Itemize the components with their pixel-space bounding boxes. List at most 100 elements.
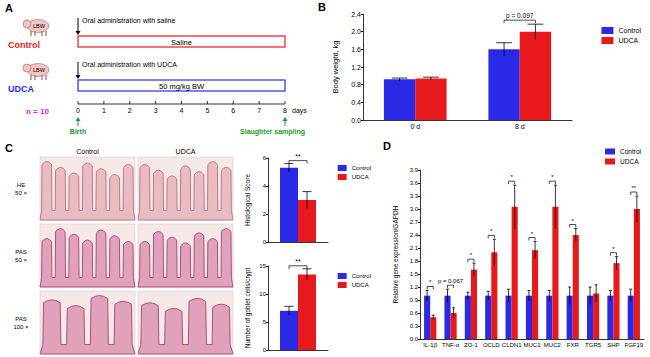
svg-text:1.2: 1.2 [351,64,361,71]
svg-text:3: 3 [154,107,158,114]
svg-text:SHP: SHP [607,342,619,348]
svg-text:HE: HE [17,182,25,188]
svg-text:**: ** [295,258,301,265]
svg-text:2.7: 2.7 [410,219,419,225]
svg-text:0: 0 [263,239,267,245]
svg-text:2: 2 [128,107,132,114]
svg-text:3.9: 3.9 [410,167,419,173]
svg-text:3.0: 3.0 [410,206,419,212]
svg-text:3.3: 3.3 [410,193,419,199]
svg-text:MUC1: MUC1 [523,342,541,348]
svg-text:D: D [383,140,391,152]
svg-text:IL-1β: IL-1β [423,342,437,348]
svg-text:0.0: 0.0 [351,117,361,124]
svg-text:*: * [572,218,575,224]
svg-text:Body weight, kg: Body weight, kg [331,41,340,94]
svg-text:5: 5 [263,319,267,325]
svg-text:MUC2: MUC2 [544,342,562,348]
svg-text:CLDN1: CLDN1 [502,342,522,348]
svg-text:1.5: 1.5 [410,271,419,277]
svg-text:8: 8 [283,107,287,114]
svg-text:1.2: 1.2 [410,284,419,290]
svg-text:4: 4 [180,107,184,114]
svg-text:6: 6 [263,155,267,161]
svg-text:3.6: 3.6 [410,180,419,186]
svg-text:UDCA: UDCA [8,84,34,94]
svg-text:C: C [5,142,13,154]
svg-text:6: 6 [231,107,235,114]
svg-text:Slaughter sampling: Slaughter sampling [240,128,305,136]
svg-text:Histological Score: Histological Score [244,174,252,226]
svg-text:OCLD: OCLD [483,342,500,348]
svg-text:UDCA: UDCA [352,174,369,180]
svg-text:PAS: PAS [15,249,27,255]
svg-text:TGR5: TGR5 [585,342,602,348]
svg-text:2.4: 2.4 [410,232,419,238]
svg-text:UDCA: UDCA [176,148,196,155]
svg-text:FXR: FXR [567,342,580,348]
svg-text:0: 0 [263,347,267,353]
svg-text:*: * [531,231,534,237]
svg-text:p = 0.067: p = 0.067 [438,278,464,284]
svg-text:*: * [490,228,493,234]
svg-text:Birth: Birth [70,128,86,135]
svg-text:*: * [551,174,554,180]
svg-text:A: A [5,2,13,14]
svg-text:1: 1 [102,107,106,114]
svg-text:**: ** [295,153,301,160]
svg-text:50 ×: 50 × [15,190,27,196]
svg-text:4: 4 [263,183,267,189]
svg-text:Oral administration with UDCA: Oral administration with UDCA [82,61,177,68]
svg-text:Control: Control [618,27,641,34]
svg-text:LBW: LBW [33,23,46,29]
svg-text:Control: Control [8,40,40,50]
svg-text:Control: Control [620,148,642,155]
svg-text:n = 10: n = 10 [26,107,49,116]
svg-text:**: ** [631,185,636,191]
svg-text:0 d: 0 d [410,123,420,130]
svg-text:1.6: 1.6 [351,46,361,53]
svg-text:10: 10 [259,291,266,297]
svg-text:Oral administration with salin: Oral administration with saline [82,17,175,24]
svg-text:TNF-α: TNF-α [442,342,460,348]
svg-text:Saline: Saline [171,38,192,47]
svg-text:0: 0 [76,107,80,114]
svg-text:0.4: 0.4 [351,99,361,106]
svg-text:2.4: 2.4 [351,11,361,18]
svg-text:15: 15 [259,263,266,269]
svg-text:50 mg/kg BW: 50 mg/kg BW [159,82,205,91]
svg-text:2.1: 2.1 [410,245,419,251]
svg-text:Control: Control [352,165,371,171]
svg-text:Number of goblet cells/crypt: Number of goblet cells/crypt [244,268,252,349]
svg-text:ZO-1: ZO-1 [464,342,478,348]
svg-text:100 ×: 100 × [13,324,29,330]
svg-text:2: 2 [263,211,267,217]
svg-text:UDCA: UDCA [620,158,639,165]
svg-text:1.8: 1.8 [410,258,419,264]
svg-text:p = 0.097: p = 0.097 [506,12,534,20]
svg-text:8 d: 8 d [515,123,525,130]
svg-text:*: * [429,279,432,285]
svg-text:FGF19: FGF19 [624,342,643,348]
svg-text:*: * [470,252,473,258]
svg-text:B: B [318,1,326,13]
svg-text:0.0: 0.0 [410,336,419,342]
svg-text:*: * [612,246,615,252]
svg-text:days: days [292,107,307,115]
svg-text:PAS: PAS [15,316,27,322]
svg-text:*: * [510,174,513,180]
svg-text:Control: Control [76,148,99,155]
svg-text:Control: Control [352,273,371,279]
svg-text:2.0: 2.0 [351,28,361,35]
svg-text:UDCA: UDCA [618,37,638,44]
svg-text:UDCA: UDCA [352,282,369,288]
svg-text:50 ×: 50 × [15,257,27,263]
svg-text:0.6: 0.6 [410,310,419,316]
svg-text:LBW: LBW [33,67,46,73]
svg-text:5: 5 [205,107,209,114]
svg-text:Relative gene expression/GAPDH: Relative gene expression/GAPDH [392,205,400,303]
svg-text:0.3: 0.3 [410,323,419,329]
svg-text:0.8: 0.8 [351,81,361,88]
svg-text:0.9: 0.9 [410,297,419,303]
svg-text:7: 7 [257,107,261,114]
